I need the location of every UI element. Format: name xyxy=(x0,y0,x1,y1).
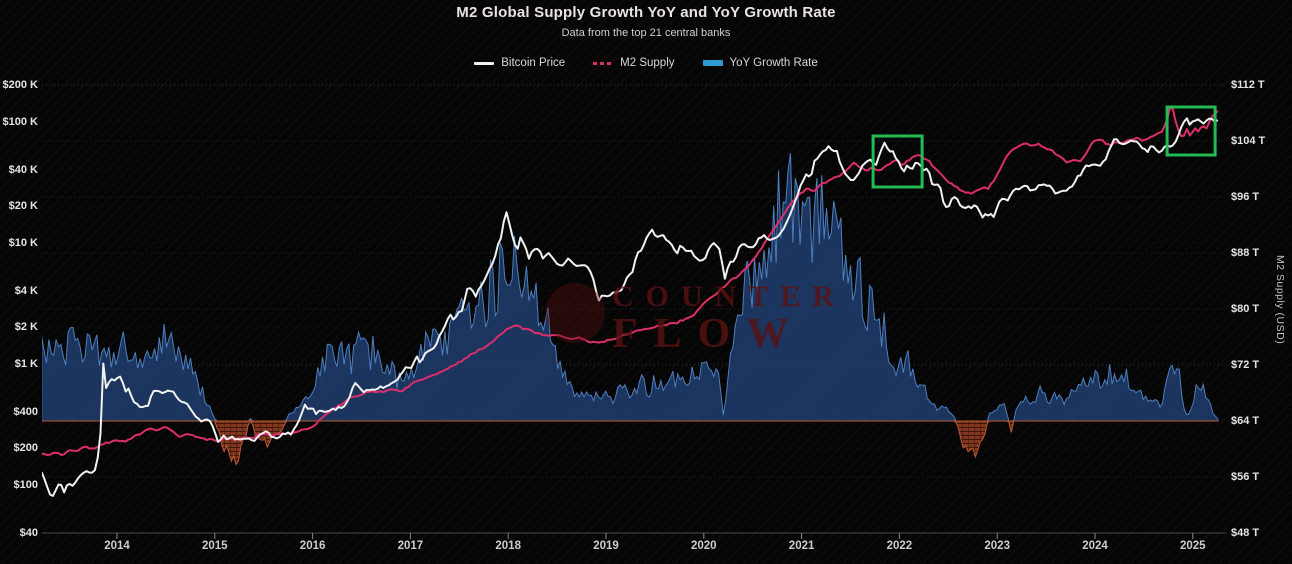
left-axis-tick-label: $40 xyxy=(19,527,38,539)
x-axis-year-label: 2017 xyxy=(397,540,424,552)
legend-label: YoY Growth Rate xyxy=(729,57,818,69)
x-axis-year-label: 2015 xyxy=(202,540,228,552)
right-axis-tick-label: $80 T xyxy=(1231,303,1260,315)
x-axis-year-label: 2023 xyxy=(984,540,1010,552)
x-axis-year-label: 2018 xyxy=(495,540,521,552)
bitcoin-line-swatch-icon xyxy=(474,61,495,65)
x-axis-year-label: 2024 xyxy=(1082,540,1108,552)
legend: Bitcoin Price M2 Supply YoY Growth Rate xyxy=(0,57,1292,69)
right-axis-title: M2 Supply (USD) xyxy=(1274,255,1286,345)
right-axis-tick-label: $96 T xyxy=(1231,191,1260,203)
right-axis-tick-label: $104 T xyxy=(1231,135,1266,147)
left-axis-tick-label: $4 K xyxy=(14,284,38,297)
watermark-line1: COUNTER xyxy=(612,280,846,313)
right-axis-tick-label: $112 T xyxy=(1231,79,1265,91)
left-axis-tick-label: $40 K xyxy=(8,163,38,176)
left-axis-tick-label: $1 K xyxy=(14,357,38,370)
left-axis-tick-label: $100 xyxy=(13,478,38,491)
legend-item-m2-supply[interactable]: M2 Supply xyxy=(593,57,675,69)
left-axis-tick-label: $10 K xyxy=(8,236,38,249)
left-axis-tick-label: $2 K xyxy=(14,321,38,334)
bitcoin-price-line xyxy=(42,117,1219,497)
chart-subtitle: Data from the top 21 central banks xyxy=(561,27,731,39)
legend-label: Bitcoin Price xyxy=(501,57,566,69)
x-axis-year-label: 2014 xyxy=(104,540,130,552)
yoy-growth-negative-area xyxy=(42,419,1219,466)
legend-item-bitcoin-price[interactable]: Bitcoin Price xyxy=(474,57,565,69)
highlight-box-2 xyxy=(1165,105,1217,157)
watermark-line2: FLOW xyxy=(612,311,804,357)
highlight-box-1 xyxy=(871,134,924,189)
legend-item-yoy-growth[interactable]: YoY Growth Rate xyxy=(702,57,818,69)
x-axis-year-label: 2016 xyxy=(299,540,326,552)
yoy-bar-swatch-icon xyxy=(702,60,723,66)
left-axis-tick-label: $100 K xyxy=(2,115,38,128)
legend-label: M2 Supply xyxy=(620,57,675,69)
x-axis-year-label: 2019 xyxy=(593,540,619,552)
x-axis-year-label: 2021 xyxy=(788,540,815,552)
x-axis-year-label: 2020 xyxy=(691,540,717,552)
x-axis-year-label: 2022 xyxy=(886,540,913,552)
right-axis-tick-label: $72 T xyxy=(1231,359,1260,371)
left-axis-tick-label: $400 xyxy=(13,405,38,418)
m2-dashed-swatch-icon xyxy=(593,61,614,65)
right-axis-tick-label: $56 T xyxy=(1231,471,1260,483)
right-axis-tick-label: $48 T xyxy=(1231,527,1260,539)
page-title: M2 Global Supply Growth YoY and YoY Grow… xyxy=(456,4,836,21)
right-axis-tick-label: $88 T xyxy=(1231,247,1260,259)
x-axis-year-label: 2025 xyxy=(1180,540,1206,552)
left-axis-tick-label: $20 K xyxy=(8,200,38,213)
right-axis-tick-label: $64 T xyxy=(1231,415,1260,427)
left-axis-tick-label: $200 xyxy=(13,442,38,455)
left-axis-tick-label: $200 K xyxy=(2,79,38,92)
